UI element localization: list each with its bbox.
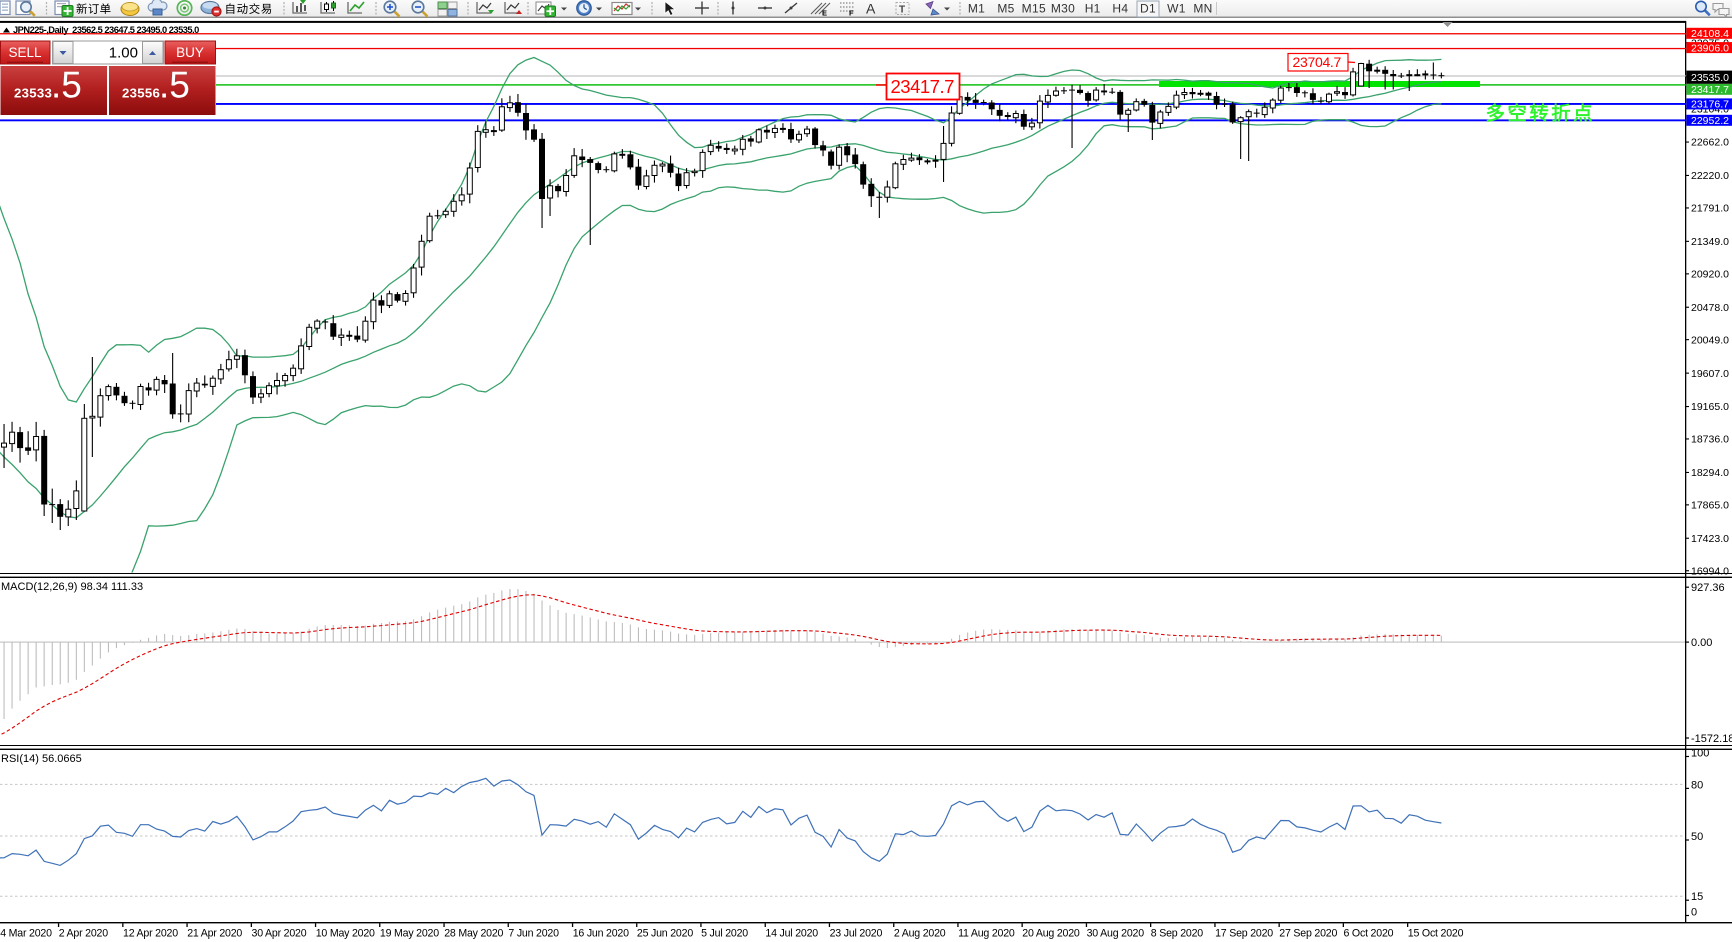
- svg-text:23704.7: 23704.7: [1293, 54, 1342, 70]
- svg-text:JPN225-,Daily 23562.5 23647.5: JPN225-,Daily 23562.5 23647.5 23495.0 23…: [13, 25, 199, 35]
- svg-text:20478.0: 20478.0: [1691, 302, 1729, 314]
- svg-text:50: 50: [1691, 831, 1703, 843]
- svg-text:28 May 2020: 28 May 2020: [444, 928, 503, 940]
- svg-text:23906.0: 23906.0: [1691, 42, 1729, 54]
- svg-text:MN: MN: [1193, 2, 1212, 16]
- svg-text:927.36: 927.36: [1691, 582, 1725, 594]
- svg-text:RSI(14) 56.0665: RSI(14) 56.0665: [1, 753, 82, 765]
- svg-text:BUY: BUY: [176, 45, 204, 60]
- svg-text:23535.0: 23535.0: [1691, 72, 1729, 84]
- svg-text:12 Apr 2020: 12 Apr 2020: [123, 928, 178, 940]
- svg-text:18294.0: 18294.0: [1691, 467, 1729, 479]
- svg-text:80: 80: [1691, 779, 1703, 791]
- svg-text:19607.0: 19607.0: [1691, 368, 1729, 380]
- svg-text:T: T: [899, 5, 905, 16]
- svg-text:8 Sep 2020: 8 Sep 2020: [1151, 928, 1204, 940]
- svg-text:A: A: [866, 1, 876, 17]
- svg-text:16994.0: 16994.0: [1691, 565, 1729, 577]
- svg-text:16 Jun 2020: 16 Jun 2020: [573, 928, 629, 940]
- svg-text:M15: M15: [1022, 2, 1046, 16]
- svg-text:21349.0: 21349.0: [1691, 236, 1729, 248]
- svg-text:D1: D1: [1140, 2, 1156, 16]
- svg-text:27 Sep 2020: 27 Sep 2020: [1279, 928, 1337, 940]
- svg-text:21 Apr 2020: 21 Apr 2020: [187, 928, 242, 940]
- svg-text:11 Aug 2020: 11 Aug 2020: [958, 928, 1015, 940]
- svg-text:2 Aug 2020: 2 Aug 2020: [894, 928, 946, 940]
- svg-text:23556: 23556: [122, 86, 160, 101]
- svg-text:-1572.18: -1572.18: [1691, 733, 1732, 745]
- svg-text:20920.0: 20920.0: [1691, 269, 1729, 281]
- svg-text:.5: .5: [159, 65, 190, 106]
- svg-text:22952.2: 22952.2: [1691, 115, 1729, 127]
- svg-text:24108.4: 24108.4: [1691, 28, 1729, 40]
- svg-text:2 Apr 2020: 2 Apr 2020: [59, 928, 109, 940]
- svg-text:22220.0: 22220.0: [1691, 170, 1729, 182]
- svg-text:.5: .5: [51, 65, 82, 106]
- svg-text:17865.0: 17865.0: [1691, 500, 1729, 512]
- svg-text:17 Sep 2020: 17 Sep 2020: [1215, 928, 1273, 940]
- svg-text:M1: M1: [968, 2, 985, 16]
- svg-text:21791.0: 21791.0: [1691, 203, 1729, 215]
- svg-text:F: F: [849, 9, 854, 18]
- svg-text:23417.7: 23417.7: [1691, 84, 1729, 96]
- svg-text:M5: M5: [997, 2, 1014, 16]
- svg-text:15: 15: [1691, 891, 1703, 903]
- svg-text:E: E: [822, 9, 827, 18]
- svg-text:30 Apr 2020: 30 Apr 2020: [252, 928, 307, 940]
- svg-text:SELL: SELL: [8, 45, 42, 60]
- svg-text:M30: M30: [1051, 2, 1075, 16]
- svg-text:24 Mar 2020: 24 Mar 2020: [0, 928, 52, 940]
- svg-text:22662.0: 22662.0: [1691, 137, 1729, 149]
- svg-text:0: 0: [1691, 907, 1697, 919]
- svg-text:1.00: 1.00: [109, 45, 138, 62]
- svg-text:H4: H4: [1112, 2, 1128, 16]
- svg-text:100: 100: [1691, 748, 1709, 760]
- svg-text:19165.0: 19165.0: [1691, 401, 1729, 413]
- svg-text:17423.0: 17423.0: [1691, 533, 1729, 545]
- svg-text:0.00: 0.00: [1691, 637, 1712, 649]
- svg-text:19 May 2020: 19 May 2020: [380, 928, 439, 940]
- svg-text:20 Aug 2020: 20 Aug 2020: [1022, 928, 1080, 940]
- svg-text:W1: W1: [1167, 2, 1186, 16]
- svg-text:5 Jul 2020: 5 Jul 2020: [701, 928, 748, 940]
- svg-text:18736.0: 18736.0: [1691, 434, 1729, 446]
- svg-text:7 Jun 2020: 7 Jun 2020: [508, 928, 559, 940]
- svg-text:15 Oct 2020: 15 Oct 2020: [1408, 928, 1464, 940]
- svg-text:23176.7: 23176.7: [1691, 99, 1729, 111]
- svg-text:6 Oct 2020: 6 Oct 2020: [1344, 928, 1394, 940]
- svg-text:10 May 2020: 10 May 2020: [316, 928, 375, 940]
- svg-text:23 Jul 2020: 23 Jul 2020: [830, 928, 883, 940]
- svg-text:H1: H1: [1085, 2, 1101, 16]
- svg-text:23533: 23533: [14, 86, 52, 101]
- svg-text:23417.7: 23417.7: [891, 76, 955, 97]
- svg-text:20049.0: 20049.0: [1691, 334, 1729, 346]
- svg-text:MACD(12,26,9) 98.34 111.33: MACD(12,26,9) 98.34 111.33: [1, 581, 143, 593]
- svg-text:30 Aug 2020: 30 Aug 2020: [1087, 928, 1145, 940]
- svg-text:14 Jul 2020: 14 Jul 2020: [765, 928, 818, 940]
- svg-text:25 Jun 2020: 25 Jun 2020: [637, 928, 693, 940]
